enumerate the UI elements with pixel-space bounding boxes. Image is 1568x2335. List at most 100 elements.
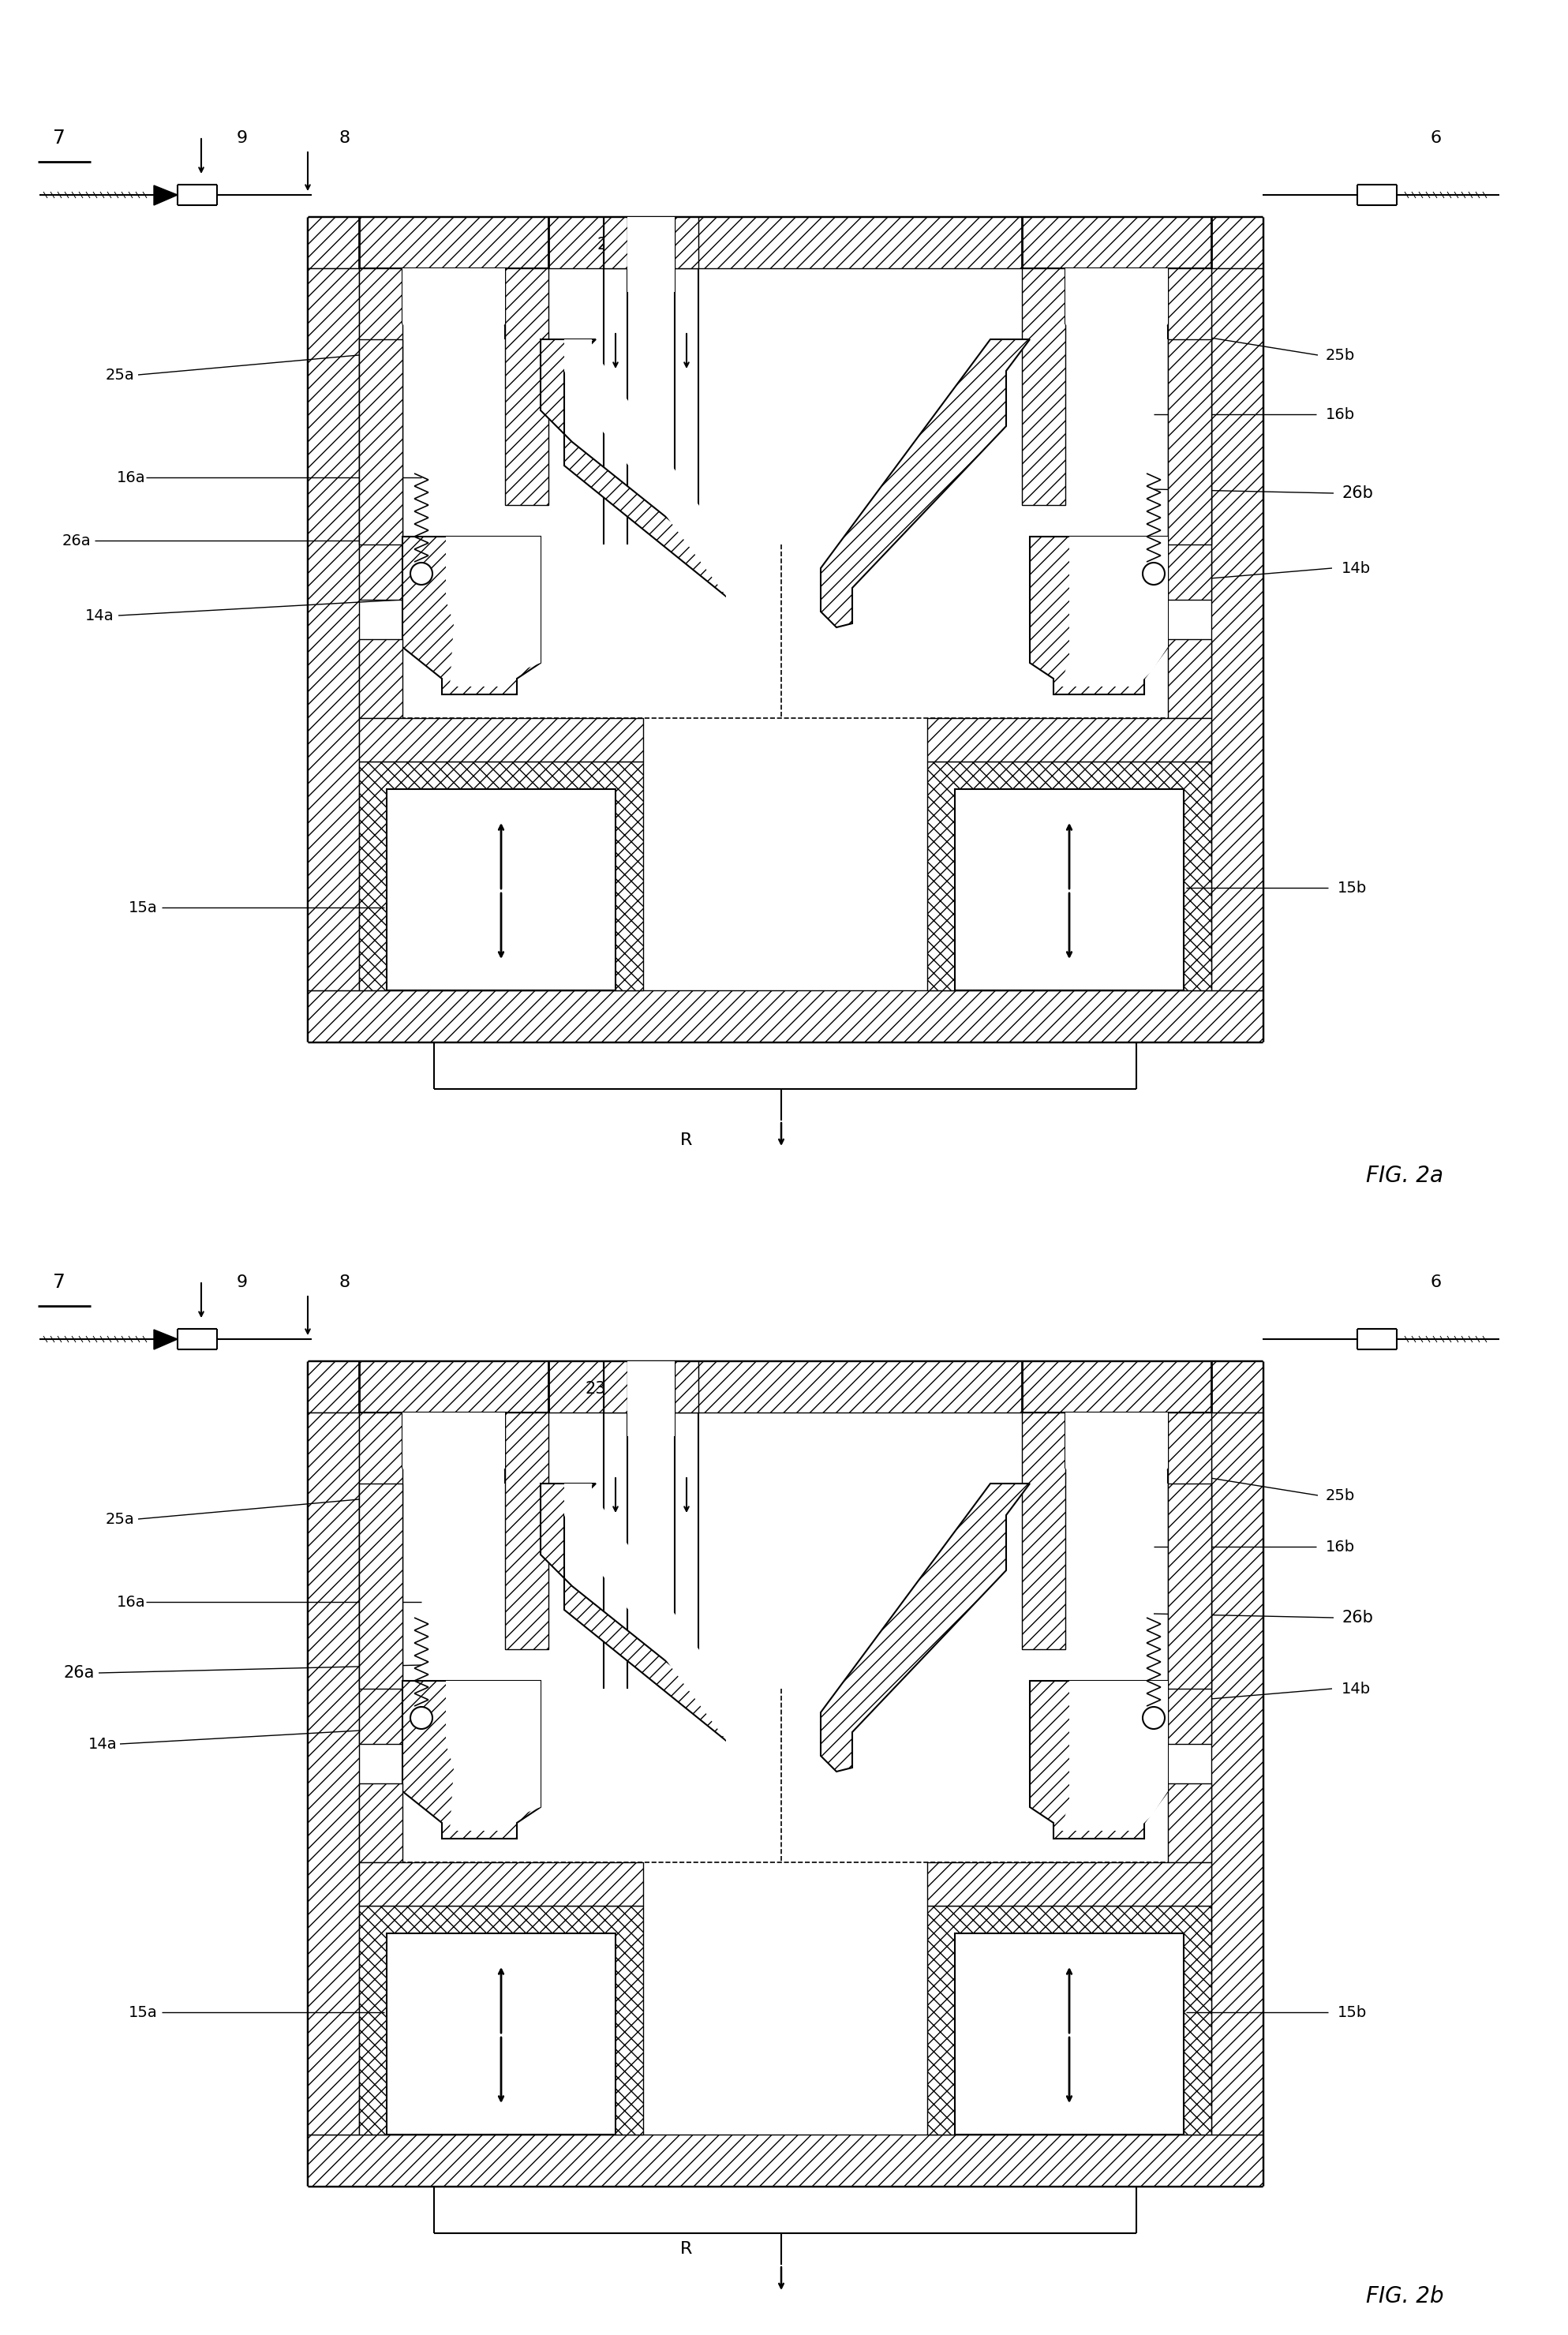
Text: 15b: 15b xyxy=(1338,2006,1367,2020)
Polygon shape xyxy=(541,339,750,616)
Polygon shape xyxy=(1065,1413,1168,1527)
Bar xyxy=(387,789,616,990)
Bar xyxy=(359,761,643,990)
Polygon shape xyxy=(154,1329,177,1350)
Text: 16a: 16a xyxy=(118,469,146,486)
Text: 26b: 26b xyxy=(1342,1609,1374,1625)
Polygon shape xyxy=(445,1681,541,1831)
Text: 24: 24 xyxy=(668,236,688,252)
Circle shape xyxy=(411,563,433,584)
Polygon shape xyxy=(564,339,757,635)
Text: 9: 9 xyxy=(237,131,248,147)
Bar xyxy=(359,719,643,761)
Text: 25a: 25a xyxy=(105,367,135,383)
Text: 14a: 14a xyxy=(88,1737,116,1751)
Polygon shape xyxy=(403,1413,505,1534)
Bar xyxy=(307,269,359,990)
Polygon shape xyxy=(1065,269,1168,390)
Bar xyxy=(674,1361,698,1413)
Polygon shape xyxy=(445,537,541,686)
Polygon shape xyxy=(820,339,1030,628)
Bar xyxy=(604,1361,627,1413)
Bar xyxy=(1212,269,1262,990)
Text: 26a: 26a xyxy=(61,532,91,549)
Text: 14b: 14b xyxy=(1342,1681,1370,1695)
Text: 15b: 15b xyxy=(1338,880,1367,894)
Bar xyxy=(359,1483,403,1688)
Text: 25a: 25a xyxy=(105,1511,135,1527)
Polygon shape xyxy=(154,184,177,205)
Text: 16b: 16b xyxy=(1325,1539,1355,1555)
Bar xyxy=(627,217,674,292)
Polygon shape xyxy=(1062,1681,1168,1831)
Bar xyxy=(1168,1483,1212,1688)
Bar xyxy=(955,1933,1184,2134)
Polygon shape xyxy=(403,537,541,693)
Text: 23: 23 xyxy=(597,236,618,252)
Bar xyxy=(307,1413,359,2134)
Text: 15a: 15a xyxy=(129,899,158,915)
Text: 16b: 16b xyxy=(1325,406,1355,423)
Polygon shape xyxy=(564,1483,757,1779)
Bar xyxy=(1212,1413,1262,2134)
Text: 24: 24 xyxy=(660,1380,681,1396)
Polygon shape xyxy=(403,269,505,383)
Text: 16a: 16a xyxy=(118,1595,146,1609)
Bar xyxy=(927,761,1212,990)
Bar xyxy=(359,269,403,600)
Polygon shape xyxy=(541,1483,750,1761)
Bar xyxy=(307,1361,1262,1413)
Circle shape xyxy=(411,1707,433,1728)
Bar xyxy=(674,217,698,269)
Bar xyxy=(359,640,403,719)
Bar xyxy=(1168,1413,1212,1744)
Polygon shape xyxy=(1065,269,1168,383)
Bar xyxy=(307,2134,1262,2186)
Bar xyxy=(1168,339,1212,544)
Bar xyxy=(604,217,627,269)
Bar xyxy=(307,217,1262,269)
Text: R: R xyxy=(681,2242,693,2258)
Text: R: R xyxy=(681,1132,693,1149)
Bar xyxy=(927,1863,1212,1905)
Bar xyxy=(307,990,1262,1041)
Text: 23: 23 xyxy=(585,1380,607,1396)
Polygon shape xyxy=(1065,1413,1168,1534)
Text: 8: 8 xyxy=(339,1275,350,1291)
Text: 14a: 14a xyxy=(86,607,114,623)
Text: 7: 7 xyxy=(53,128,66,147)
Text: 14b: 14b xyxy=(1342,560,1370,577)
Bar xyxy=(387,1933,616,2134)
Polygon shape xyxy=(403,1413,505,1527)
Polygon shape xyxy=(403,1681,541,1838)
Bar xyxy=(359,269,1212,990)
Polygon shape xyxy=(403,269,505,390)
Polygon shape xyxy=(1030,1681,1168,1838)
Text: 6: 6 xyxy=(1430,1275,1443,1291)
Bar xyxy=(1022,1413,1065,1649)
Text: 6: 6 xyxy=(1430,131,1443,147)
Polygon shape xyxy=(1062,537,1168,686)
Bar xyxy=(955,789,1184,990)
Text: 25b: 25b xyxy=(1325,1487,1355,1504)
Polygon shape xyxy=(1030,537,1168,693)
Bar xyxy=(927,719,1212,761)
Text: 25b: 25b xyxy=(1325,348,1355,362)
Bar xyxy=(359,1413,403,1744)
Bar xyxy=(927,1905,1212,2134)
Bar xyxy=(359,1413,1212,2134)
Bar xyxy=(505,269,549,504)
Bar xyxy=(359,1863,643,1905)
Text: 26b: 26b xyxy=(1342,486,1374,502)
Bar xyxy=(627,1361,674,1436)
Polygon shape xyxy=(820,1483,1030,1772)
Text: 8: 8 xyxy=(339,131,350,147)
Bar xyxy=(505,1413,549,1649)
Bar xyxy=(1168,1784,1212,1863)
Text: 26a: 26a xyxy=(64,1665,94,1681)
Text: 7: 7 xyxy=(53,1273,66,1291)
Bar xyxy=(1022,269,1065,504)
Bar xyxy=(1168,269,1212,600)
Bar xyxy=(1168,640,1212,719)
Text: FIG. 2b: FIG. 2b xyxy=(1366,2286,1444,2307)
